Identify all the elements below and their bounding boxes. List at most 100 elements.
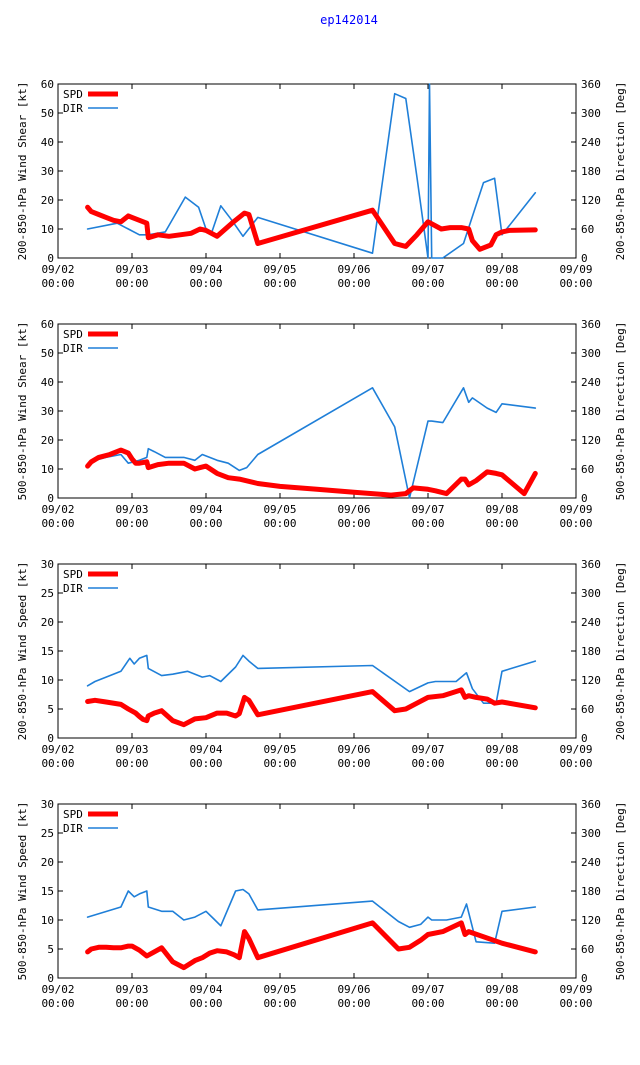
- y-tick-label: 20: [41, 856, 54, 869]
- x-tick-label: 09/08: [485, 503, 518, 516]
- x-tick-label: 00:00: [337, 757, 370, 770]
- y2-tick-label: 360: [581, 798, 601, 811]
- dir-series-line: [86, 888, 537, 945]
- y2-tick-label: 120: [581, 674, 601, 687]
- x-tick-label: 09/08: [485, 743, 518, 756]
- x-tick-label: 00:00: [485, 997, 518, 1010]
- x-tick-label: 00:00: [41, 997, 74, 1010]
- x-tick-label: 00:00: [337, 517, 370, 530]
- y-tick-label: 5: [47, 943, 54, 956]
- y2-tick-label: 300: [581, 347, 601, 360]
- x-tick-label: 09/09: [559, 983, 592, 996]
- y2-axis-label: 500-850-hPa Direction [Deg]: [614, 802, 627, 981]
- legend-label: SPD: [63, 808, 83, 821]
- y2-tick-label: 360: [581, 558, 601, 571]
- y-tick-label: 0: [47, 972, 54, 985]
- x-tick-label: 00:00: [263, 997, 296, 1010]
- x-tick-label: 00:00: [559, 757, 592, 770]
- y2-tick-label: 60: [581, 943, 594, 956]
- plot-frame: [57, 803, 577, 979]
- x-tick-label: 00:00: [189, 277, 222, 290]
- legend-label: SPD: [63, 328, 83, 341]
- y2-tick-label: 240: [581, 616, 601, 629]
- panel-4: 05101520253006012018024030036009/0200:00…: [16, 798, 627, 1010]
- y2-tick-label: 300: [581, 587, 601, 600]
- y2-tick-label: 180: [581, 885, 601, 898]
- y-axis-label: 200-850-hPa Wind Speed [kt]: [16, 562, 29, 741]
- x-tick-label: 00:00: [41, 277, 74, 290]
- x-tick-label: 09/02: [41, 503, 74, 516]
- y-tick-label: 25: [41, 587, 54, 600]
- x-tick-label: 09/04: [189, 503, 222, 516]
- panel-3: 05101520253006012018024030036009/0200:00…: [16, 558, 627, 770]
- y2-tick-label: 360: [581, 318, 601, 331]
- y-tick-label: 10: [41, 223, 54, 236]
- x-tick-label: 09/06: [337, 983, 370, 996]
- y2-tick-label: 60: [581, 223, 594, 236]
- y-tick-label: 30: [41, 165, 54, 178]
- y2-tick-label: 60: [581, 703, 594, 716]
- y-tick-label: 5: [47, 703, 54, 716]
- x-tick-label: 09/04: [189, 743, 222, 756]
- figure-title: ep142014: [320, 13, 378, 27]
- legend-label: SPD: [63, 568, 83, 581]
- y2-axis-label: 500-850-hPa Direction [Deg]: [614, 322, 627, 501]
- panel-1: 010203040506006012018024030036009/0200:0…: [16, 78, 627, 290]
- y-tick-label: 30: [41, 405, 54, 418]
- x-tick-label: 09/07: [411, 263, 444, 276]
- y2-tick-label: 300: [581, 827, 601, 840]
- y-tick-label: 20: [41, 194, 54, 207]
- y-tick-label: 40: [41, 136, 54, 149]
- y2-tick-label: 360: [581, 78, 601, 91]
- x-tick-label: 00:00: [115, 517, 148, 530]
- legend-label: SPD: [63, 88, 83, 101]
- legend-label: DIR: [63, 342, 83, 355]
- dir-series-line: [86, 386, 537, 499]
- y-axis-label: 200-850-hPa Wind Shear [kt]: [16, 82, 29, 261]
- y2-tick-label: 180: [581, 645, 601, 658]
- y2-tick-label: 180: [581, 165, 601, 178]
- y-tick-label: 15: [41, 645, 54, 658]
- x-tick-label: 09/05: [263, 743, 296, 756]
- y-tick-label: 0: [47, 732, 54, 745]
- spd-series-line: [85, 447, 538, 498]
- y2-tick-label: 240: [581, 376, 601, 389]
- x-tick-label: 00:00: [337, 277, 370, 290]
- x-tick-label: 00:00: [485, 517, 518, 530]
- dir-series-line: [86, 654, 537, 705]
- y2-tick-label: 60: [581, 463, 594, 476]
- y-tick-label: 0: [47, 492, 54, 505]
- y2-axis-label: 200-850-hPa Direction [Deg]: [614, 82, 627, 261]
- y2-tick-label: 240: [581, 136, 601, 149]
- x-tick-label: 00:00: [263, 517, 296, 530]
- y2-tick-label: 120: [581, 914, 601, 927]
- x-tick-label: 09/03: [115, 503, 148, 516]
- y-tick-label: 10: [41, 674, 54, 687]
- y2-tick-label: 0: [581, 252, 588, 265]
- spd-series-line: [85, 920, 538, 971]
- x-tick-label: 09/09: [559, 743, 592, 756]
- x-tick-label: 09/03: [115, 743, 148, 756]
- x-tick-label: 00:00: [485, 757, 518, 770]
- y2-axis-label: 200-850-hPa Direction [Deg]: [614, 562, 627, 741]
- y2-tick-label: 120: [581, 194, 601, 207]
- spd-series-line: [85, 687, 538, 728]
- x-tick-label: 00:00: [115, 277, 148, 290]
- x-tick-label: 00:00: [41, 757, 74, 770]
- x-tick-label: 00:00: [115, 757, 148, 770]
- legend-label: DIR: [63, 582, 83, 595]
- y-axis-label: 500-850-hPa Wind Speed [kt]: [16, 802, 29, 981]
- x-tick-label: 09/07: [411, 983, 444, 996]
- spd-series-line: [85, 204, 538, 252]
- y-axis-label: 500-850-hPa Wind Shear [kt]: [16, 322, 29, 501]
- y2-tick-label: 120: [581, 434, 601, 447]
- x-tick-label: 00:00: [411, 757, 444, 770]
- y-tick-label: 50: [41, 347, 54, 360]
- x-tick-label: 09/09: [559, 503, 592, 516]
- x-tick-label: 09/08: [485, 263, 518, 276]
- x-tick-label: 00:00: [189, 517, 222, 530]
- x-tick-label: 00:00: [411, 277, 444, 290]
- x-tick-label: 09/04: [189, 263, 222, 276]
